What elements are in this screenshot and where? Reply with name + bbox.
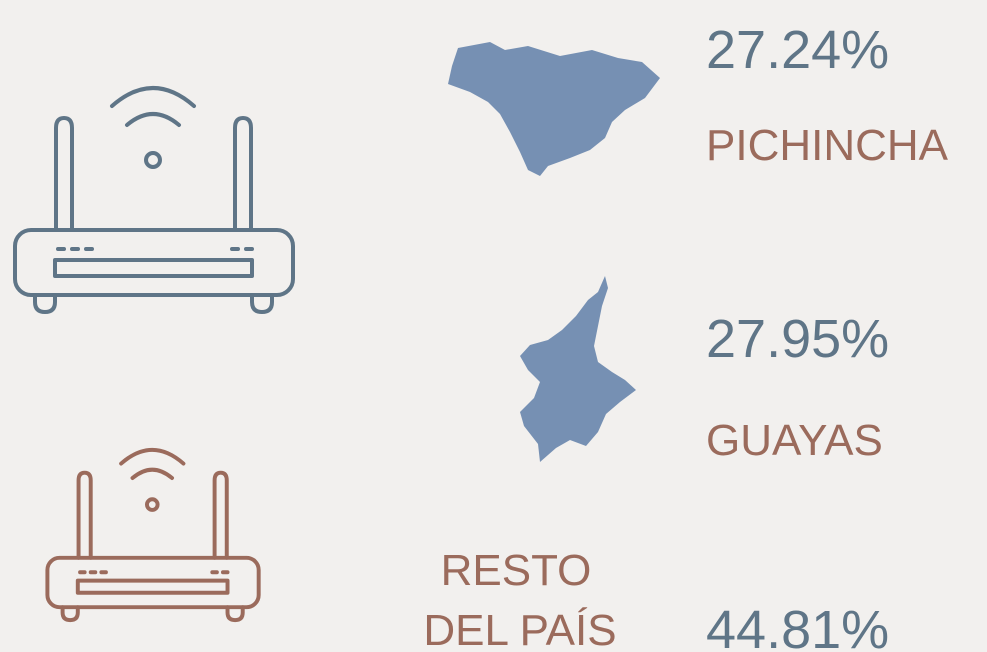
region-label: GUAYAS [706,416,883,465]
percent: 27.95% [706,309,889,369]
percent: 44.81% [706,600,889,652]
pichincha-map [448,42,660,176]
percent: 27.24% [706,20,889,80]
guayas-map [520,276,636,462]
region-label: RESTO [441,546,592,595]
region-label: DEL PAÍS [423,606,616,652]
region-label: PICHINCHA [706,121,949,170]
